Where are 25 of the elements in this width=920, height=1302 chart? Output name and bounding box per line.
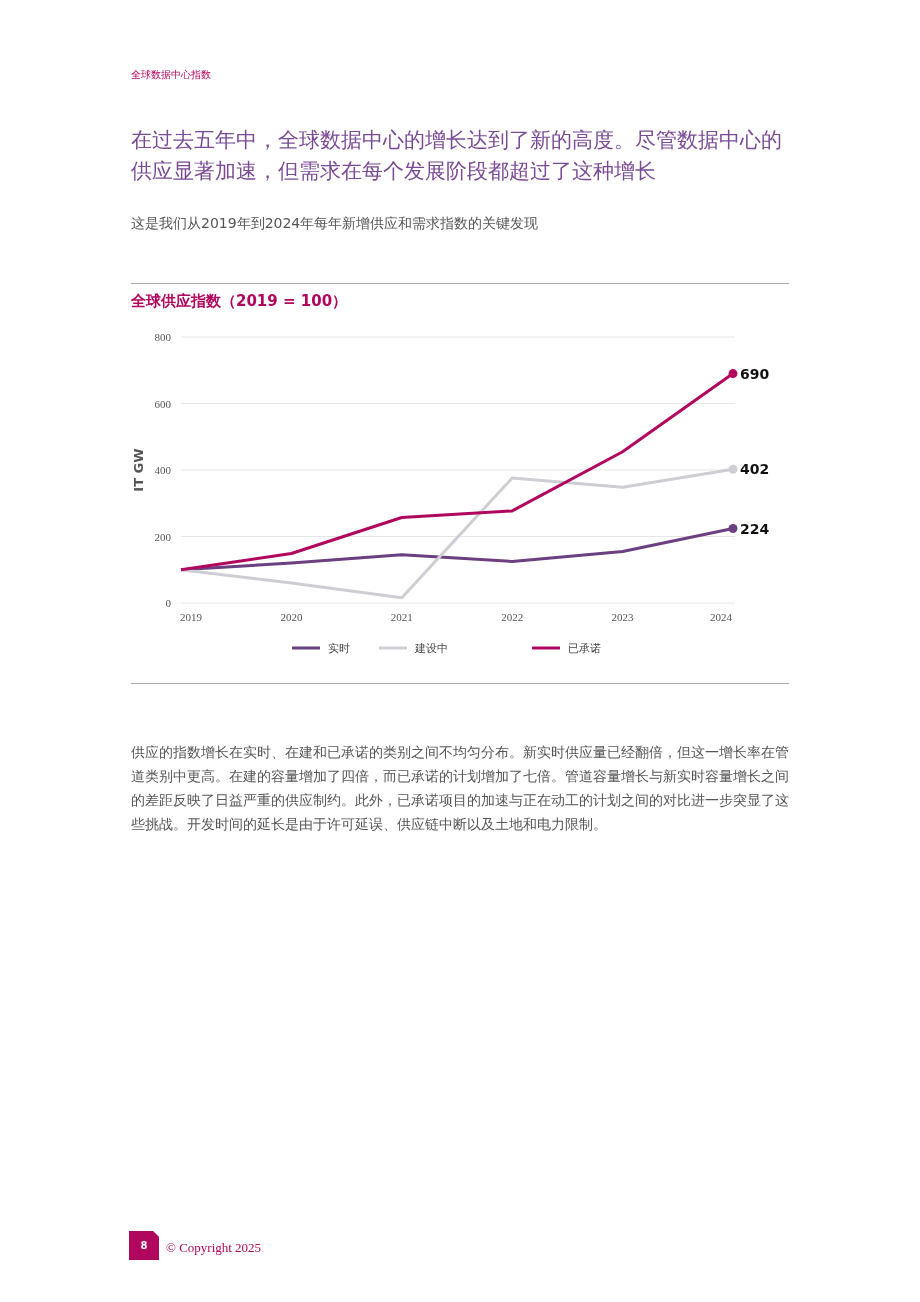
text: 供应的指数增长在实时、在建和已承诺的类别之间不均匀分布。新实时供应量已经翻倍，但这一增长率在管道类别中更高。在建的容量增加了四倍，而已承诺的计划增加了七倍。管道容量增长与新实时容量增长之间的差距反映了日益严重的供应制约。此外，已承诺项目的加速与正在动工的计划之间的对比进一步突显了这些挑战。开发时间的延长是由于许可延误、供应链中断以及土地和电力限制。 <box>131 743 790 834</box>
y-tick-label: 200 <box>154 530 172 543</box>
y-tick-label: 0 <box>165 597 172 609</box>
y-tick-label: 600 <box>154 397 172 410</box>
text: 8 <box>129 1231 159 1260</box>
data-label: 224 <box>740 520 770 537</box>
text: © Copyright 2025 <box>166 1240 262 1256</box>
data-label: 402 <box>740 461 770 478</box>
text: 全球数据中心指数 <box>131 68 211 82</box>
legend-label: 实时 <box>328 642 350 655</box>
x-tick-label: 2023 <box>611 611 635 623</box>
y-axis-title: IT GW <box>131 448 146 492</box>
text: 全球供应指数（2019 = 100） <box>131 292 348 311</box>
legend-label: 建设中 <box>414 642 448 655</box>
chart-title: 在过去五年中，全球数据中心的增长达到了新的高度。尽管数据中心的供应显著加速，但需求在每个发展阶段都超过了这种增长 <box>131 127 783 185</box>
x-tick-label: 2019 <box>180 611 203 623</box>
x-tick-label: 2022 <box>501 611 524 623</box>
x-tick-label: 2020 <box>280 611 303 623</box>
y-tick-label: 400 <box>154 464 172 476</box>
x-tick-label: 2024 <box>710 611 733 623</box>
chart-subtitle: 这是我们从2019年到2024年每年新增供应和需求指数的关键发现 <box>131 215 539 233</box>
legend-label: 已承诺 <box>568 642 601 655</box>
y-tick-label: 800 <box>154 331 172 343</box>
x-tick-label: 2021 <box>390 611 413 623</box>
data-label: 690 <box>740 365 770 382</box>
